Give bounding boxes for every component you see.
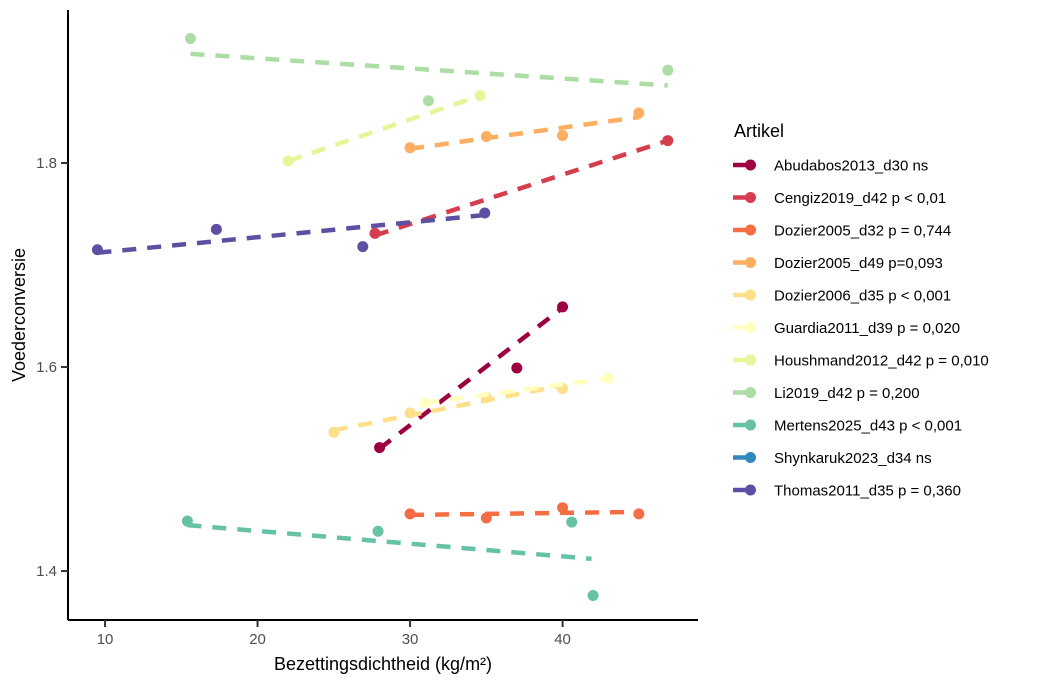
x-tick-label: 20 [249,631,266,648]
series-Dozier2005_d32 [404,502,645,524]
legend: Abudabos2013_d30 ns Cengiz2019_d42 p < 0,… [733,158,989,500]
legend-label: Dozier2006_d35 p < 0,001 [774,288,951,305]
trend-line [190,51,668,88]
legend-item: Dozier2005_d32 p = 0,744 [733,223,951,240]
legend-label: Abudabos2013_d30 ns [774,158,928,175]
data-point [91,244,103,256]
x-tick-label: 40 [554,631,571,648]
legend-label: Houshmand2012_d42 p = 0,010 [774,353,989,370]
legend-label: Thomas2011_d35 p = 0,360 [774,483,961,500]
legend-key-dot [745,419,756,431]
data-series-layer [91,33,674,602]
legend-label: Dozier2005_d49 p=0,093 [774,255,943,272]
data-point [184,33,196,45]
data-point [369,227,381,239]
trend-line [378,306,564,451]
axes: 10 20 30 40 1.4 1.6 1.8 [36,10,698,648]
data-point [282,155,294,167]
data-point [419,397,431,409]
trend-line [97,212,486,256]
series-Houshmand2012_d42 [282,90,486,167]
data-point [633,107,645,119]
trend-line [374,138,669,238]
legend-item: Li2019_d42 p = 0,200 [733,385,920,402]
legend-item: Cengiz2019_d42 p < 0,01 [733,190,946,207]
data-point [662,64,674,76]
legend-key-dot [745,257,756,268]
data-point [557,502,569,514]
legend-title: Artikel [734,121,784,141]
x-tick-label: 10 [97,631,114,648]
legend-item: Shynkaruk2023_d34 ns [733,450,932,467]
series-Abudabos2013_d30 [374,301,569,454]
data-point [557,129,569,141]
trend-line [410,509,639,518]
data-point [422,95,434,107]
series-Cengiz2019_d42 [369,135,674,239]
data-point [404,142,416,154]
legend-label: Shynkaruk2023_d34 ns [774,450,932,467]
series-Li2019_d42 [184,33,674,107]
legend-key-dot [745,322,756,333]
data-point [372,525,384,537]
legend-key-dot [745,159,756,171]
data-point [566,516,578,528]
trend-line [425,376,609,405]
legend-item: Dozier2006_d35 p < 0,001 [733,288,951,305]
data-point [181,515,193,527]
y-tick-label: 1.4 [36,563,57,580]
data-point [374,442,386,454]
data-point [479,207,491,219]
series-Dozier2005_d49 [404,107,645,154]
y-tick-label: 1.6 [36,359,57,376]
legend-item: Mertens2025_d43 p < 0,001 [733,418,962,435]
trend-line [333,383,564,433]
data-point [404,407,416,419]
legend-label: Li2019_d42 p = 0,200 [774,385,920,402]
legend-key-dot [745,192,756,203]
legend-item: Thomas2011_d35 p = 0,360 [733,483,961,500]
data-point [474,90,486,102]
legend-key-dot [745,387,756,398]
legend-label: Mertens2025_d43 p < 0,001 [774,418,962,435]
series-Mertens2025_d43 [181,515,599,602]
series-Thomas2011_d35 [91,207,491,256]
legend-label: Cengiz2019_d42 p < 0,01 [774,190,946,207]
legend-item: Guardia2011_d39 p = 0,020 [733,320,960,337]
legend-key-dot [745,452,756,463]
data-point [328,426,340,438]
data-point [602,372,614,384]
legend-item: Abudabos2013_d30 ns [733,158,928,175]
series-Guardia2011_d39 [419,372,614,409]
x-tick-label: 30 [402,631,419,648]
data-point [662,135,674,147]
data-point [587,590,599,602]
legend-key-dot [745,224,756,236]
legend-label: Dozier2005_d32 p = 0,744 [774,223,951,240]
trend-line [287,93,481,164]
data-point [511,362,523,374]
legend-key-dot [745,289,756,301]
data-point [404,508,416,520]
legend-label: Guardia2011_d39 p = 0,020 [774,320,960,337]
data-point [210,223,222,235]
x-axis-title: Bezettingsdichtheid (kg/m²) [274,654,492,674]
data-point [633,508,645,520]
legend-key-dot [745,484,756,496]
trend-line [187,522,592,562]
data-point [480,130,492,142]
y-axis-title: Voederconversie [9,248,29,382]
legend-item: Houshmand2012_d42 p = 0,010 [733,353,989,370]
data-point [357,241,369,253]
legend-item: Dozier2005_d49 p=0,093 [733,255,943,272]
data-point [480,512,492,524]
trend-line [409,114,640,151]
legend-key-dot [745,354,756,366]
series-Dozier2006_d35 [328,382,569,438]
y-tick-label: 1.8 [36,155,57,172]
data-point [557,301,569,313]
